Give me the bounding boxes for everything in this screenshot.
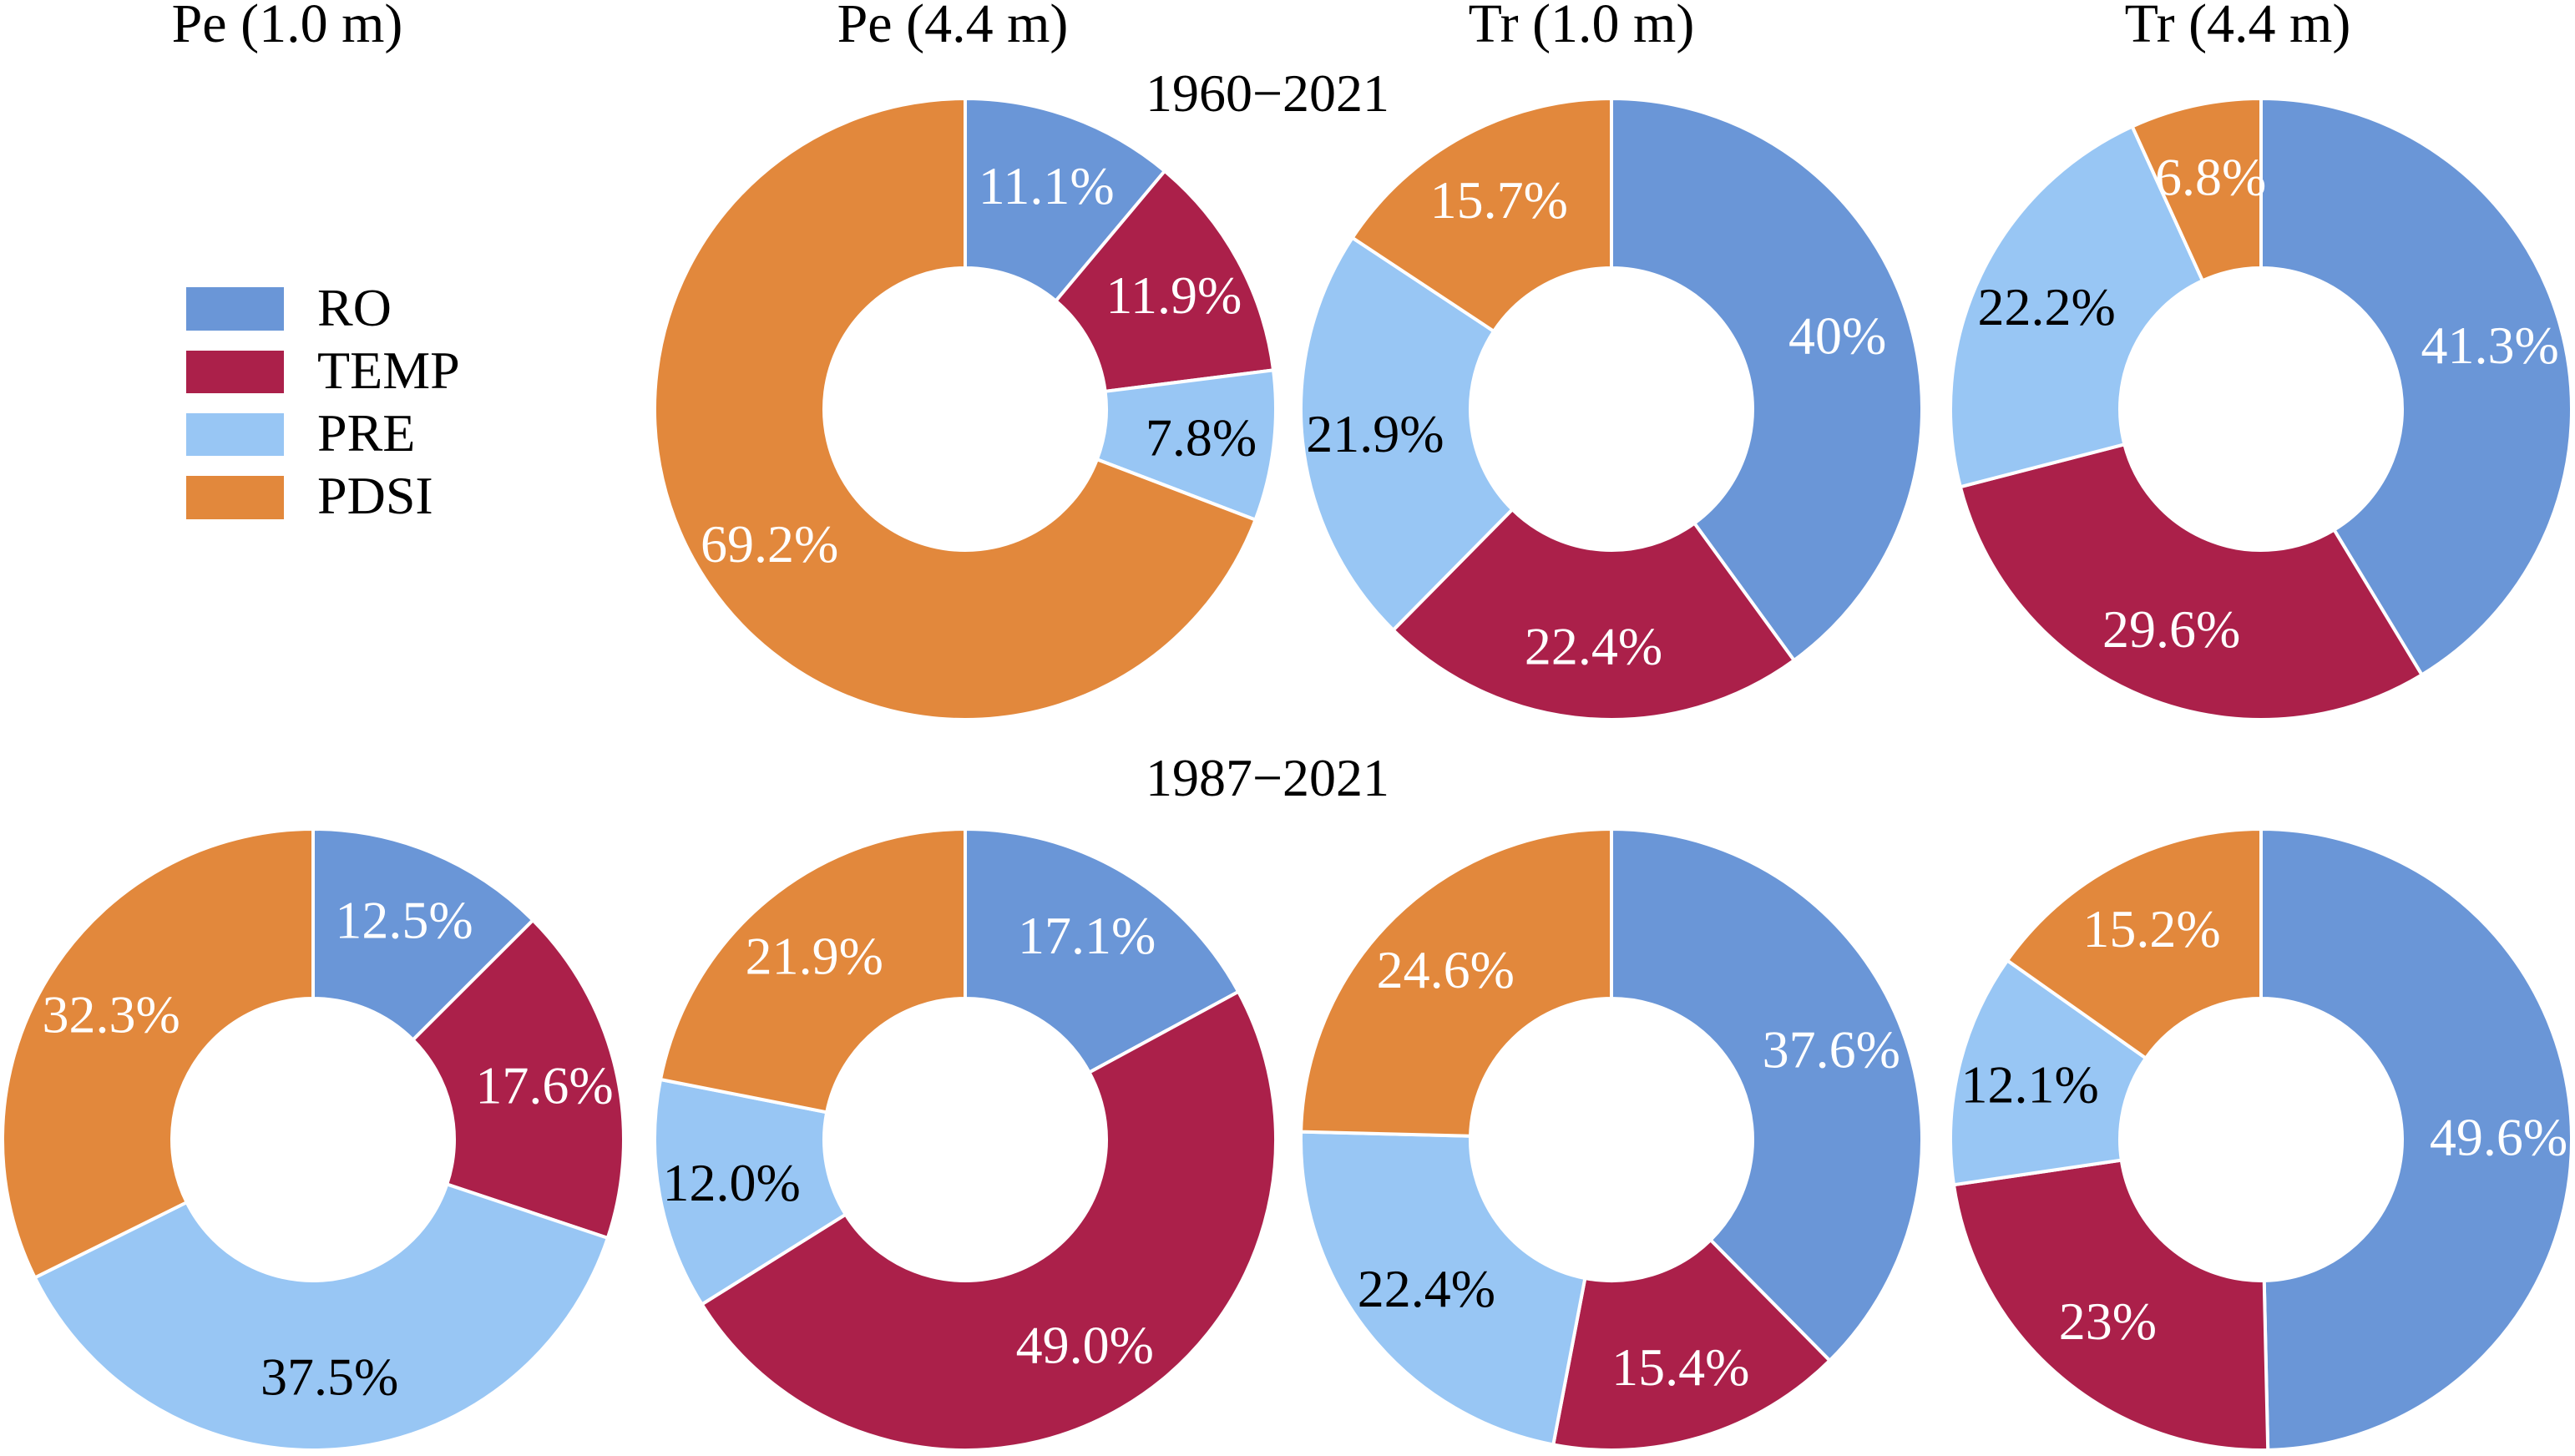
slice-ro [964, 97, 1166, 303]
slice-pre [1299, 235, 1515, 632]
slice-ro [311, 827, 535, 1042]
slice-temp [700, 989, 1277, 1453]
data-label-pre: 21.9% [1306, 404, 1444, 463]
data-label-ro: 40% [1788, 306, 1886, 366]
donut-tr-4-4-m-1987-2021: 49.6% 23% 12.1% 15.2% [1949, 827, 2573, 1452]
donut-tr-4-4-m-1960-2021: 41.3% 29.6% 22.2% 6.8% [1949, 97, 2573, 721]
period-label-1987-2021: 1987−2021 [1146, 748, 1389, 807]
data-label-pre: 22.4% [1358, 1259, 1495, 1318]
data-label-temp: 23% [2059, 1292, 2157, 1351]
slice-pdsi [1350, 97, 1613, 333]
data-label-pdsi: 32.3% [42, 985, 180, 1044]
slice-ro [964, 827, 1241, 1074]
donut-tr-1-0-m-1960-2021: 40% 22.4% 21.9% 15.7% [1299, 97, 1924, 721]
slice-pdsi [653, 97, 1257, 721]
slice-ro [1610, 97, 1924, 662]
data-label-pre: 12.0% [662, 1153, 800, 1212]
slice-pre [33, 1182, 610, 1452]
donut-pe-4-4-m-1987-2021: 17.1% 49.0% 12.0% 21.9% [653, 827, 1277, 1453]
data-label-pdsi: 24.6% [1377, 940, 1515, 999]
slice-pre [1299, 1130, 1587, 1447]
legend: RO TEMP PRE PDSI [186, 278, 460, 525]
data-label-pre: 37.5% [261, 1347, 398, 1406]
slice-ro [1610, 827, 1924, 1362]
data-label-ro: 49.6% [2430, 1107, 2567, 1166]
data-label-pdsi: 6.8% [2155, 147, 2266, 206]
slice-temp [1391, 508, 1796, 721]
data-label-pre: 22.2% [1977, 277, 2115, 336]
data-label-pdsi: 69.2% [701, 514, 838, 574]
data-label-temp: 22.4% [1525, 616, 1662, 675]
column-title-pe-1m: Pe (1.0 m) [172, 0, 403, 54]
data-label-ro: 37.6% [1763, 1019, 1900, 1079]
slice-pdsi [2130, 97, 2263, 283]
slice-ro [2259, 97, 2573, 677]
slice-temp [1951, 1158, 2270, 1452]
data-label-ro: 12.5% [335, 891, 473, 950]
data-label-temp: 15.4% [1611, 1337, 1749, 1397]
slice-pre [1949, 958, 2148, 1187]
legend-label-ro: RO [317, 278, 392, 337]
data-label-temp: 29.6% [2102, 599, 2240, 659]
legend-swatch-pdsi [186, 476, 284, 519]
slice-pre [1949, 124, 2204, 489]
period-label-1960-2021: 1960−2021 [1146, 63, 1389, 123]
slice-pdsi [1299, 827, 1613, 1138]
data-label-pdsi: 15.7% [1430, 170, 1568, 230]
data-label-pre: 7.8% [1146, 407, 1257, 467]
column-title-tr-1m: Tr (1.0 m) [1469, 0, 1695, 54]
slice-temp [1551, 1238, 1832, 1452]
legend-swatch-temp [186, 351, 284, 393]
slice-pre [653, 1078, 847, 1307]
slice-temp [1054, 169, 1276, 393]
column-title-tr-4m: Tr (4.4 m) [2125, 0, 2351, 54]
slice-ro [2259, 827, 2573, 1452]
slice-pdsi [2006, 827, 2263, 1060]
slice-pdsi [1, 827, 315, 1280]
column-titles: Pe (1.0 m) Pe (4.4 m) Tr (1.0 m) Tr (4.4… [172, 0, 2351, 54]
data-label-ro: 11.1% [979, 156, 1115, 215]
data-label-temp: 49.0% [1016, 1315, 1154, 1374]
slice-pdsi [659, 827, 967, 1115]
legend-swatch-pre [186, 413, 284, 456]
data-label-temp: 11.9% [1105, 265, 1242, 325]
data-label-ro: 41.3% [2421, 316, 2558, 375]
data-label-pre: 12.1% [1961, 1054, 2099, 1114]
legend-label-pdsi: PDSI [317, 466, 433, 525]
legend-swatch-ro [186, 287, 284, 331]
donut-pe-4-4-m-1960-2021: 11.1% 11.9% 7.8% 69.2% [653, 97, 1278, 721]
column-title-pe-4m: Pe (4.4 m) [837, 0, 1069, 54]
slice-temp [411, 918, 625, 1240]
data-label-pdsi: 21.9% [746, 927, 883, 986]
legend-label-temp: TEMP [317, 341, 460, 400]
data-label-pdsi: 15.2% [2082, 899, 2220, 958]
slice-temp [1958, 442, 2424, 721]
data-label-temp: 17.6% [475, 1055, 613, 1115]
donut-pe-1-0-m-1987-2021: 12.5% 17.6% 37.5% 32.3% [1, 827, 625, 1452]
legend-label-pre: PRE [317, 403, 415, 463]
data-label-ro: 17.1% [1018, 906, 1156, 965]
donut-tr-1-0-m-1987-2021: 37.6% 15.4% 22.4% 24.6% [1299, 827, 1924, 1452]
donut-charts: 11.1% 11.9% 7.8% 69.2% 40% 22.4% 21.9% 15.7% 41.… [1, 97, 2573, 1453]
